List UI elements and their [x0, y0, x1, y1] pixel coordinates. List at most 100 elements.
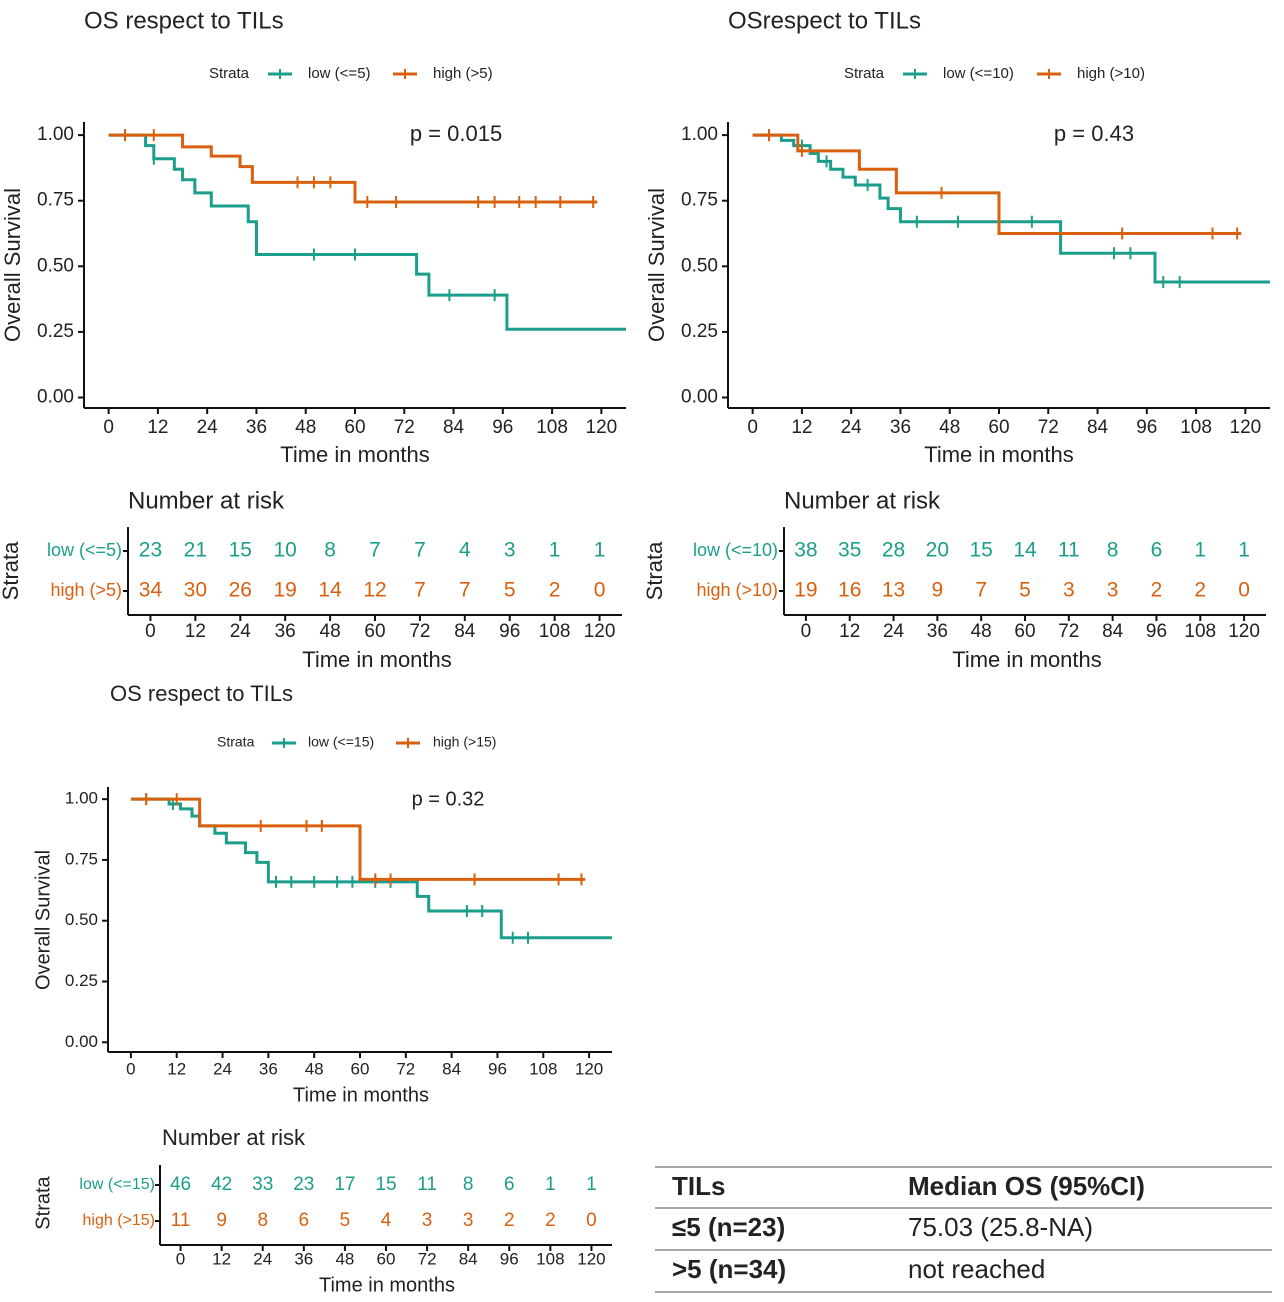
risk-x-label: Time in months [319, 1274, 455, 1296]
x-tick-label: 108 [529, 1059, 557, 1078]
y-tick-label: 0.00 [65, 1032, 98, 1051]
risk-title: Number at risk [162, 1125, 306, 1150]
y-tick-label: 1.00 [37, 124, 74, 145]
x-tick-label: 24 [213, 1059, 232, 1078]
x-tick-label: 72 [394, 417, 415, 438]
x-tick-label: 96 [492, 417, 513, 438]
risk-x-tick-label: 36 [927, 621, 948, 642]
risk-x-tick-label: 72 [409, 621, 430, 642]
risk-x-tick-label: 72 [418, 1249, 437, 1268]
x-tick-label: 108 [536, 417, 568, 438]
x-tick-label: 60 [988, 417, 1009, 438]
risk-count: 3 [504, 539, 516, 562]
risk-count: 26 [229, 579, 252, 602]
p-value: p = 0.43 [1054, 121, 1134, 146]
risk-count: 5 [1019, 579, 1031, 602]
risk-x-tick-label: 12 [839, 621, 860, 642]
risk-count: 8 [324, 539, 336, 562]
risk-y-label: Strata [642, 541, 667, 600]
risk-count: 0 [1238, 579, 1250, 602]
risk-count: 23 [293, 1174, 314, 1195]
survival-curve [752, 133, 1242, 236]
risk-x-tick-label: 84 [459, 1249, 478, 1268]
risk-count: 11 [171, 1210, 191, 1231]
risk-count: 1 [1194, 539, 1206, 562]
risk-count: 6 [299, 1210, 310, 1231]
risk-count: 15 [375, 1174, 396, 1195]
risk-x-tick-label: 60 [377, 1249, 396, 1268]
risk-x-tick-label: 120 [1228, 621, 1260, 642]
risk-count: 1 [549, 539, 561, 562]
legend-label: low (<=15) [308, 734, 374, 750]
risk-count: 34 [139, 579, 163, 602]
x-tick-label: 12 [791, 417, 812, 438]
risk-count: 6 [504, 1174, 515, 1195]
risk-count: 2 [1151, 579, 1163, 602]
legend-label: low (<=5) [308, 65, 371, 82]
risk-count: 3 [1063, 579, 1075, 602]
x-tick-label: 36 [246, 417, 267, 438]
x-tick-label: 12 [167, 1059, 186, 1078]
risk-row-label: low (<=5) [47, 540, 122, 560]
risk-x-tick-label: 60 [1014, 621, 1035, 642]
risk-title: Number at risk [784, 487, 941, 514]
risk-row-label: low (<=10) [693, 540, 778, 560]
risk-x-tick-label: 24 [230, 621, 252, 642]
risk-count: 7 [414, 579, 426, 602]
y-tick-label: 0.50 [65, 910, 98, 929]
risk-count: 35 [838, 539, 861, 562]
risk-x-label: Time in months [302, 647, 452, 672]
risk-x-tick-label: 36 [294, 1249, 313, 1268]
risk-row-label: low (<=15) [79, 1176, 155, 1193]
table-cell: ≤5 (n=23) [672, 1212, 785, 1242]
x-tick-label: 0 [747, 417, 758, 438]
risk-count: 38 [794, 539, 817, 562]
risk-count: 17 [334, 1174, 355, 1195]
risk-count: 3 [1107, 579, 1119, 602]
risk-count: 14 [1013, 539, 1037, 562]
risk-x-tick-label: 72 [1058, 621, 1079, 642]
risk-count: 20 [926, 539, 949, 562]
x-tick-label: 48 [305, 1059, 324, 1078]
x-axis-label: Time in months [280, 442, 430, 467]
p-value: p = 0.32 [412, 788, 485, 810]
risk-count: 7 [369, 539, 381, 562]
y-tick-label: 0.50 [681, 255, 718, 276]
risk-count: 15 [970, 539, 993, 562]
risk-count: 1 [594, 539, 606, 562]
risk-x-tick-label: 36 [275, 621, 296, 642]
y-tick-label: 0.00 [37, 387, 74, 408]
risk-y-label: Strata [32, 1175, 54, 1229]
risk-count: 8 [1107, 539, 1119, 562]
risk-count: 6 [1151, 539, 1163, 562]
table-cell: 75.03 (25.8-NA) [908, 1212, 1093, 1242]
x-tick-label: 12 [147, 417, 168, 438]
risk-x-tick-label: 96 [499, 621, 520, 642]
x-tick-label: 36 [890, 417, 911, 438]
x-axis-label: Time in months [924, 442, 1074, 467]
x-tick-label: 120 [586, 417, 618, 438]
y-axis-label: Overall Survival [644, 188, 669, 342]
x-tick-label: 72 [1038, 417, 1059, 438]
risk-count: 5 [504, 579, 516, 602]
risk-count: 3 [463, 1210, 474, 1231]
y-tick-label: 1.00 [681, 124, 718, 145]
risk-x-tick-label: 120 [577, 1249, 605, 1268]
risk-count: 30 [184, 579, 207, 602]
risk-x-tick-label: 0 [145, 621, 156, 642]
risk-x-tick-label: 0 [801, 621, 812, 642]
risk-count: 21 [184, 539, 207, 562]
risk-x-tick-label: 108 [536, 1249, 564, 1268]
survival-curve [130, 797, 586, 881]
risk-count: 1 [1238, 539, 1250, 562]
y-axis-label: Overall Survival [32, 850, 54, 990]
risk-count: 9 [216, 1210, 227, 1231]
risk-count: 46 [170, 1174, 191, 1195]
y-tick-label: 0.00 [681, 387, 718, 408]
chart-title: OS respect to TILs [110, 681, 293, 706]
legend-title: Strata [209, 65, 250, 82]
survival-curve [130, 797, 612, 940]
risk-x-tick-label: 0 [176, 1249, 185, 1268]
x-tick-label: 84 [1087, 417, 1109, 438]
